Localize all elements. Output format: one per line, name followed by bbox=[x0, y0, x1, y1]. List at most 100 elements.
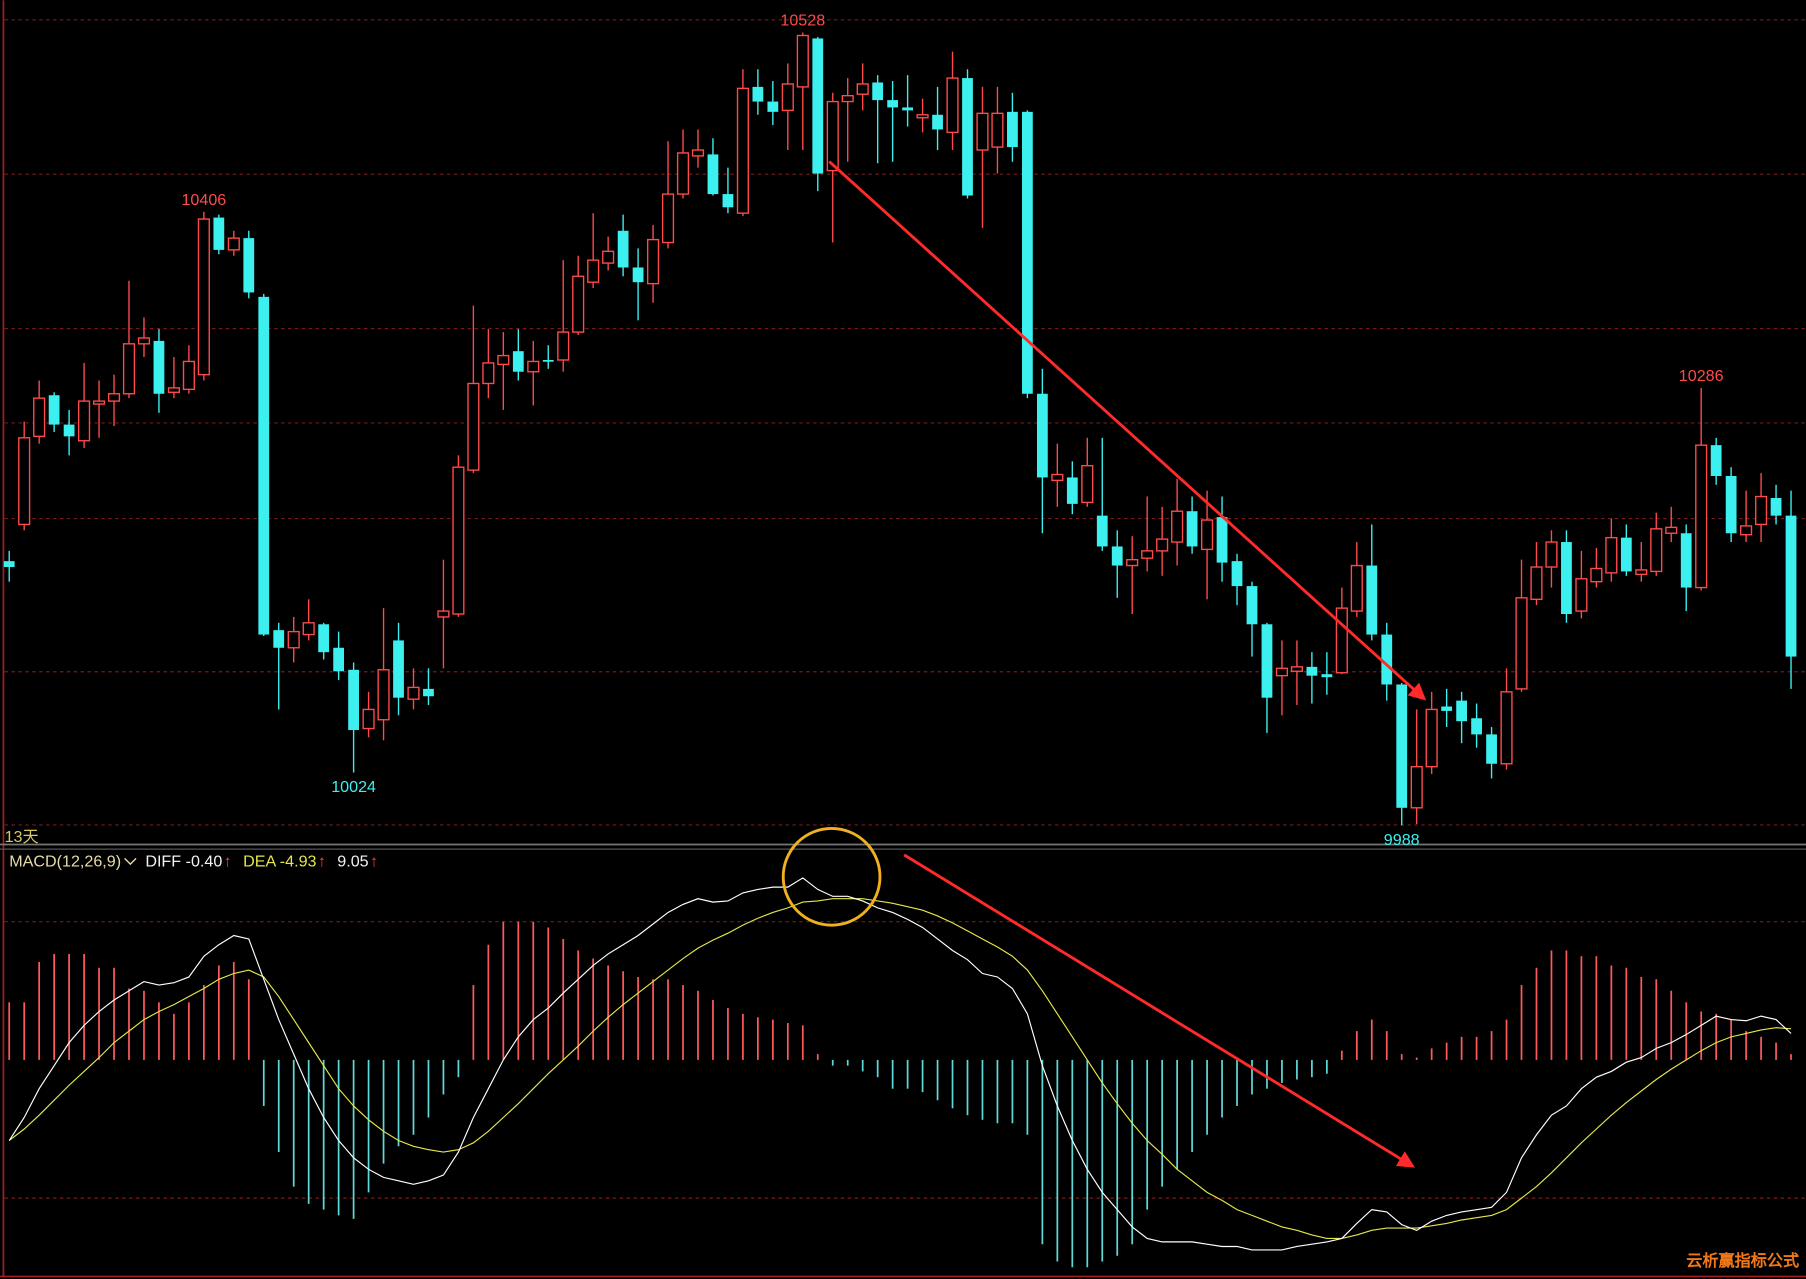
candle-body bbox=[1306, 666, 1318, 676]
candle-body bbox=[197, 218, 210, 376]
candle-body bbox=[153, 340, 165, 394]
high-label: 10406 bbox=[181, 191, 226, 209]
candle-body bbox=[962, 78, 973, 196]
candle-body bbox=[1665, 526, 1678, 534]
candle-body bbox=[736, 87, 749, 214]
candle-body bbox=[1066, 477, 1078, 504]
candle-body bbox=[587, 259, 600, 283]
candle-body bbox=[1545, 541, 1558, 568]
candle-body bbox=[48, 395, 60, 425]
candle-body bbox=[437, 610, 450, 618]
candle-body bbox=[617, 230, 629, 268]
candle-body bbox=[1051, 473, 1064, 482]
candle-body bbox=[1500, 691, 1513, 765]
candle-body bbox=[1290, 666, 1303, 672]
candle-body bbox=[1275, 667, 1289, 677]
candle-body bbox=[632, 267, 644, 283]
candle-body bbox=[1441, 706, 1453, 711]
candle-body bbox=[1680, 533, 1692, 588]
candle-body bbox=[243, 238, 255, 293]
candle-body bbox=[1620, 537, 1632, 572]
candle-body bbox=[1096, 515, 1108, 547]
candle-body bbox=[1381, 634, 1393, 685]
candle-body bbox=[1081, 465, 1094, 504]
candle-body bbox=[18, 437, 31, 526]
high-label: 10528 bbox=[780, 12, 825, 30]
candle-body bbox=[1754, 495, 1768, 526]
candle-body bbox=[1126, 558, 1139, 567]
legend-arrow: ↑ bbox=[223, 852, 231, 870]
candle-body bbox=[1425, 708, 1438, 768]
candle-body bbox=[1171, 510, 1184, 543]
macd-panel bbox=[8, 877, 1792, 1268]
candle-body bbox=[1200, 519, 1214, 551]
candle-body bbox=[916, 114, 929, 119]
candle-body bbox=[856, 83, 869, 95]
candle-body bbox=[107, 393, 121, 402]
candle-body bbox=[393, 640, 404, 698]
candle-body bbox=[1710, 445, 1722, 476]
candle-body bbox=[826, 100, 839, 172]
legend-value: DIFF -0.40 bbox=[145, 852, 222, 870]
candle-body bbox=[273, 630, 285, 648]
grid bbox=[4, 19, 1806, 1199]
candle-body bbox=[1575, 578, 1588, 612]
candle-body bbox=[512, 351, 524, 372]
candle-body bbox=[137, 337, 151, 345]
legend-value: 9.05 bbox=[337, 852, 368, 870]
candle-body bbox=[1396, 684, 1408, 808]
candle-body bbox=[227, 237, 240, 251]
candle-body bbox=[1022, 111, 1033, 394]
candle-body bbox=[976, 112, 989, 151]
candle-body bbox=[1561, 542, 1572, 614]
legend-arrow: ↑ bbox=[318, 852, 326, 870]
candle-body bbox=[302, 622, 315, 636]
candle-body bbox=[902, 107, 913, 111]
candle-body bbox=[423, 688, 434, 697]
candle-body bbox=[872, 82, 884, 101]
legend-arrow: ↑ bbox=[370, 852, 378, 870]
candle-body bbox=[602, 250, 615, 264]
dea-line bbox=[8, 898, 1792, 1240]
candle-body bbox=[1231, 561, 1243, 587]
candle-body bbox=[1321, 674, 1333, 678]
candle-body bbox=[1530, 566, 1543, 601]
candle-body bbox=[1350, 564, 1363, 612]
candle-body bbox=[572, 275, 585, 333]
candle-body bbox=[661, 193, 675, 244]
candle-body bbox=[1471, 718, 1482, 735]
trend-arrow bbox=[903, 853, 1416, 1168]
candle-body bbox=[1036, 393, 1048, 478]
candle-body bbox=[932, 114, 943, 130]
low-label: 9988 bbox=[1384, 831, 1420, 849]
candle-body bbox=[527, 360, 540, 373]
candle-body bbox=[258, 296, 270, 635]
candle-body bbox=[318, 624, 330, 653]
candle-body bbox=[946, 77, 959, 134]
candle-body bbox=[1156, 538, 1169, 552]
candle-body bbox=[691, 149, 705, 157]
candle-body bbox=[333, 647, 345, 672]
candle-body bbox=[887, 100, 899, 108]
candle-body bbox=[1261, 624, 1273, 698]
candle-body bbox=[646, 238, 660, 285]
candle-body bbox=[452, 466, 465, 615]
candle-body bbox=[407, 686, 420, 700]
candle-body bbox=[752, 86, 764, 102]
candle-body bbox=[1650, 528, 1663, 573]
candle-body bbox=[1410, 766, 1423, 809]
candle-body bbox=[1335, 607, 1348, 674]
candle-body bbox=[722, 194, 734, 208]
candle-body bbox=[497, 354, 510, 366]
candle-body bbox=[213, 217, 225, 250]
candle-body bbox=[1695, 444, 1708, 589]
candle-body bbox=[167, 387, 181, 393]
candle-body bbox=[33, 397, 46, 438]
candle-body bbox=[1007, 111, 1018, 148]
diff-line bbox=[8, 877, 1792, 1251]
candle-body bbox=[3, 561, 15, 568]
dropdown-icon bbox=[124, 857, 137, 866]
candle-body bbox=[122, 343, 136, 395]
